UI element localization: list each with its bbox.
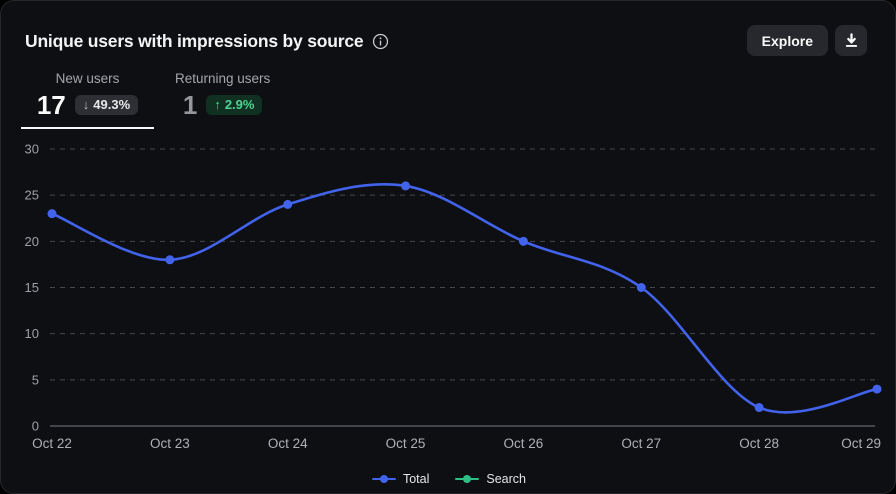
- trend-badge-up: ↑ 2.9%: [206, 95, 263, 115]
- explore-button[interactable]: Explore: [746, 25, 828, 56]
- total-line-marker-icon: [371, 474, 396, 484]
- metric-value: 17: [36, 90, 66, 120]
- total-data-point[interactable]: [47, 209, 57, 219]
- x-tick-label: Oct 23: [150, 436, 190, 451]
- total-data-point[interactable]: [165, 255, 175, 265]
- metric-label: New users: [55, 71, 120, 86]
- total-data-point[interactable]: [518, 236, 528, 246]
- total-line: [50, 183, 879, 414]
- total-data-point[interactable]: [636, 283, 646, 292]
- x-tick-label: Oct 27: [621, 436, 661, 451]
- arrow-down-icon: ↓: [82, 97, 90, 112]
- y-tick-label: 30: [25, 142, 39, 157]
- download-button[interactable]: [835, 25, 867, 56]
- x-tick-label: Oct 22: [32, 436, 72, 451]
- x-tick-label: Oct 25: [386, 436, 426, 451]
- total-data-point[interactable]: [283, 199, 293, 209]
- download-icon: [844, 33, 859, 48]
- legend-label: Search: [486, 472, 526, 486]
- y-tick-label: 5: [32, 372, 39, 387]
- x-tick-label: Oct 29: [841, 436, 881, 451]
- tab-returning-users[interactable]: Returning users 1 ↑ 2.9%: [167, 69, 278, 129]
- info-icon[interactable]: [372, 33, 389, 50]
- card-header: Unique users with impressions by source: [25, 31, 389, 52]
- y-tick-label: 15: [25, 280, 39, 295]
- arrow-up-icon: ↑: [214, 97, 221, 112]
- delta-value: 49.3%: [93, 97, 131, 112]
- legend-item-total[interactable]: Total: [371, 472, 430, 486]
- x-tick-label: Oct 24: [268, 436, 308, 451]
- header-actions: Explore: [746, 25, 867, 56]
- legend-item-search[interactable]: Search: [455, 472, 526, 486]
- metric-tabs: New users 17 ↓ 49.3% Returning users 1 ↑…: [21, 69, 278, 129]
- metric-label: Returning users: [175, 71, 271, 86]
- total-data-point[interactable]: [872, 384, 882, 394]
- y-tick-label: 25: [25, 188, 39, 203]
- line-chart: 0 5 10 15 20 25 30 Oct 22 Oct 23 Oct 24 Oct 25 Oct …: [25, 142, 882, 451]
- y-tick-label: 20: [25, 234, 39, 249]
- tab-new-users[interactable]: New users 17 ↓ 49.3%: [21, 69, 154, 129]
- search-line-marker-icon: [455, 474, 480, 484]
- total-data-point[interactable]: [401, 181, 411, 191]
- total-data-point[interactable]: [754, 403, 764, 413]
- delta-value: 2.9%: [224, 97, 255, 112]
- x-tick-label: Oct 28: [739, 436, 779, 451]
- x-tick-label: Oct 26: [504, 436, 544, 451]
- metric-value: 1: [182, 90, 198, 120]
- page-title: Unique users with impressions by source: [25, 31, 364, 51]
- y-tick-label: 0: [32, 419, 39, 434]
- legend-label: Total: [402, 472, 430, 486]
- y-tick-label: 10: [25, 326, 39, 341]
- trend-badge-down: ↓ 49.3%: [74, 95, 139, 115]
- chart-legend: Total Search: [1, 472, 896, 486]
